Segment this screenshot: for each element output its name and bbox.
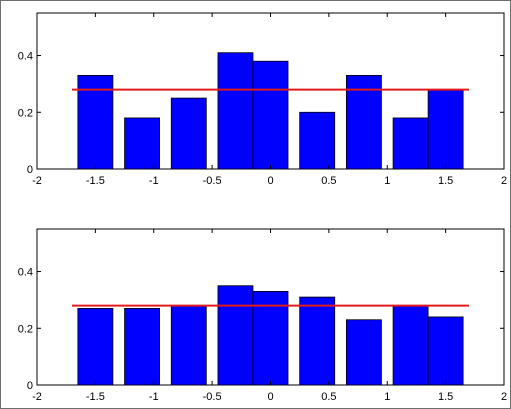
x-tick-label: 1 xyxy=(384,175,390,187)
bar xyxy=(77,308,114,386)
x-tick-label: 1.5 xyxy=(438,175,453,187)
y-tick-label: 0.2 xyxy=(18,323,33,335)
bar xyxy=(124,117,160,170)
x-tick-label: 0.5 xyxy=(321,391,336,403)
bar xyxy=(345,319,382,386)
bar xyxy=(252,290,289,386)
x-tick-label: -1 xyxy=(149,175,159,187)
x-tick-label: -2 xyxy=(32,175,42,187)
x-tick-label: 0 xyxy=(267,175,273,187)
x-tick-label: -2 xyxy=(32,391,42,403)
x-tick-label: 1.5 xyxy=(438,391,453,403)
x-tick-label: -0.5 xyxy=(203,391,222,403)
bottom-bar-chart: -2 -1.5 -1 -0.5 0 0.5 1 1.5 2 0 0.2 0.4 xyxy=(18,228,507,403)
x-tick-label: 2 xyxy=(501,175,507,187)
y-tick-label: 0.2 xyxy=(18,107,33,119)
x-tick-label: -1 xyxy=(149,391,159,403)
bar xyxy=(427,316,464,386)
bar xyxy=(427,89,464,170)
y-tick-label: 0.4 xyxy=(18,267,33,279)
y-tick-label: 0 xyxy=(27,164,33,176)
bar xyxy=(124,308,160,386)
x-tick-label: 2 xyxy=(501,391,507,403)
bar xyxy=(77,75,114,170)
bar xyxy=(392,305,429,386)
x-tick-label: -1.5 xyxy=(86,391,105,403)
top-bar-chart: -2 -1.5 -1 -0.5 0 0.5 1 1.5 2 0 0.2 0.4 xyxy=(18,12,507,187)
bar xyxy=(345,75,382,170)
x-tick-label: -0.5 xyxy=(203,175,222,187)
y-tick-label: 0.4 xyxy=(18,51,33,63)
y-tick-label: 0 xyxy=(27,380,33,392)
bar xyxy=(170,305,207,386)
bar xyxy=(299,296,336,386)
bar xyxy=(392,117,429,170)
bar xyxy=(299,111,336,170)
bar xyxy=(217,285,254,386)
x-tick-label: 1 xyxy=(384,391,390,403)
bar xyxy=(252,60,289,170)
bar xyxy=(170,97,207,170)
x-tick-label: 0 xyxy=(267,391,273,403)
x-tick-label: -1.5 xyxy=(86,175,105,187)
x-tick-label: 0.5 xyxy=(321,175,336,187)
bar xyxy=(217,52,254,170)
